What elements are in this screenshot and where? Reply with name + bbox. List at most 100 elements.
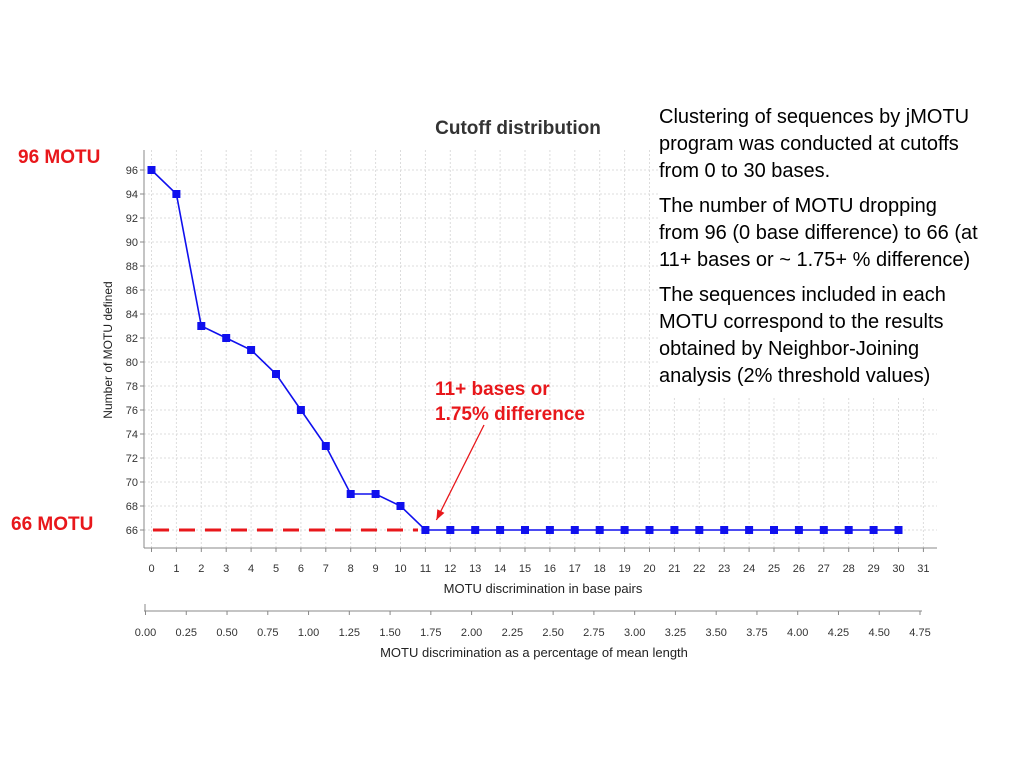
- y-tick-label: 74: [126, 429, 138, 441]
- secondary-tick-label: 4.25: [828, 627, 849, 639]
- secondary-tick-label: 2.00: [461, 627, 482, 639]
- x-tick-label: 2: [198, 563, 204, 575]
- data-point: [421, 526, 430, 534]
- x-tick-label: 6: [298, 563, 304, 575]
- y-axis-ticks: 66 68 70 72 74 76 78 80 82 84 86 88 90 92 94 96: [126, 165, 144, 537]
- secondary-tick-label: 1.25: [339, 627, 360, 639]
- y-tick-label: 80: [126, 357, 138, 369]
- x-tick-label: 29: [867, 563, 879, 575]
- x-tick-label: 1: [173, 563, 179, 575]
- x-tick-label: 27: [818, 563, 830, 575]
- data-point: [471, 526, 480, 534]
- secondary-tick-label: 4.00: [787, 627, 808, 639]
- y-tick-label: 88: [126, 261, 138, 273]
- arrow-line: [435, 424, 485, 521]
- x-tick-label: 31: [917, 563, 929, 575]
- data-point: [844, 526, 853, 534]
- x-tick-label: 3: [223, 563, 229, 575]
- top-motu-label: 96 MOTU: [18, 147, 101, 168]
- data-point: [595, 526, 604, 534]
- data-point: [869, 526, 878, 534]
- x-tick-label: 9: [373, 563, 379, 575]
- plot-background: [144, 150, 648, 480]
- data-point: [222, 334, 231, 342]
- data-point: [496, 526, 505, 534]
- data-point: [819, 526, 828, 534]
- data-point: [695, 526, 704, 534]
- y-axis-label: Number of MOTU defined: [101, 281, 115, 418]
- description-text: Clustering of sequences by jMOTU program…: [659, 104, 979, 398]
- data-point: [794, 526, 803, 534]
- description-paragraph: Clustering of sequences by jMOTU program…: [659, 106, 970, 182]
- cutoff-label-line: 1.75% difference: [435, 404, 585, 425]
- plot-background: [144, 480, 937, 548]
- y-tick-label: 70: [126, 477, 138, 489]
- data-point: [147, 166, 156, 174]
- secondary-tick-label: 0.75: [257, 627, 278, 639]
- secondary-tick-label: 2.75: [583, 627, 604, 639]
- data-point: [521, 526, 529, 534]
- x-tick-label: 0: [148, 563, 154, 575]
- cutoff-label: 11+ bases or 1.75% difference: [435, 377, 585, 427]
- data-point: [296, 406, 305, 414]
- secondary-tick-label: 3.50: [705, 627, 726, 639]
- bottom-motu-label: 66 MOTU: [11, 514, 94, 535]
- secondary-tick-label: 3.00: [624, 627, 645, 639]
- secondary-tick-label: 2.25: [502, 627, 523, 639]
- x-tick-label: 26: [793, 563, 805, 575]
- x-tick-label: 19: [618, 563, 630, 575]
- data-point: [396, 502, 405, 510]
- data-point: [371, 490, 380, 498]
- x-tick-label: 4: [248, 563, 254, 575]
- x-tick-label: 25: [768, 563, 780, 575]
- x-tick-label: 10: [394, 563, 406, 575]
- y-tick-label: 84: [126, 309, 138, 321]
- cutoff-arrow: [435, 424, 485, 521]
- secondary-tick-label: 4.50: [869, 627, 890, 639]
- data-point: [545, 526, 554, 534]
- data-point: [670, 526, 679, 534]
- y-tick-label: 76: [126, 405, 138, 417]
- x-tick-label: 7: [323, 563, 329, 575]
- x-tick-label: 28: [843, 563, 855, 575]
- data-point: [446, 526, 455, 534]
- data-point: [321, 442, 330, 450]
- x-tick-label: 16: [544, 563, 556, 575]
- data-point: [745, 526, 754, 534]
- data-point: [346, 490, 355, 498]
- y-tick-label: 94: [126, 189, 138, 201]
- x-tick-label: 17: [569, 563, 581, 575]
- secondary-tick-label: 3.25: [665, 627, 686, 639]
- secondary-tick-label: 4.75: [909, 627, 930, 639]
- secondary-axis-label: MOTU discrimination as a percentage of m…: [380, 645, 688, 660]
- x-tick-label: 14: [494, 563, 506, 575]
- x-tick-label: 22: [693, 563, 705, 575]
- y-tick-label: 68: [126, 501, 138, 513]
- y-tick-label: 86: [126, 285, 138, 297]
- secondary-tick-label: 1.00: [298, 627, 319, 639]
- secondary-tick-label: 0.00: [135, 627, 156, 639]
- secondary-tick-label: 3.75: [746, 627, 767, 639]
- secondary-tick-label: 0.50: [216, 627, 237, 639]
- x-tick-label: 5: [273, 563, 279, 575]
- y-tick-label: 96: [126, 165, 138, 177]
- x-tick-label: 30: [892, 563, 904, 575]
- arrow-head: [436, 509, 445, 520]
- data-point: [172, 190, 181, 198]
- secondary-tick-label: 1.50: [379, 627, 400, 639]
- data-point: [645, 526, 654, 534]
- series-points: [147, 166, 903, 534]
- y-tick-label: 82: [126, 333, 138, 345]
- x-tick-label: 13: [469, 563, 481, 575]
- cutoff-label-line: 11+ bases or: [435, 379, 550, 400]
- x-tick-label: 24: [743, 563, 755, 575]
- secondary-tick-label: 1.75: [420, 627, 441, 639]
- data-point: [894, 526, 903, 534]
- x-tick-label: 15: [519, 563, 531, 575]
- data-point: [570, 526, 579, 534]
- data-point: [272, 370, 280, 378]
- x-tick-label: 21: [668, 563, 680, 575]
- y-tick-label: 72: [126, 453, 138, 465]
- y-tick-label: 90: [126, 237, 138, 249]
